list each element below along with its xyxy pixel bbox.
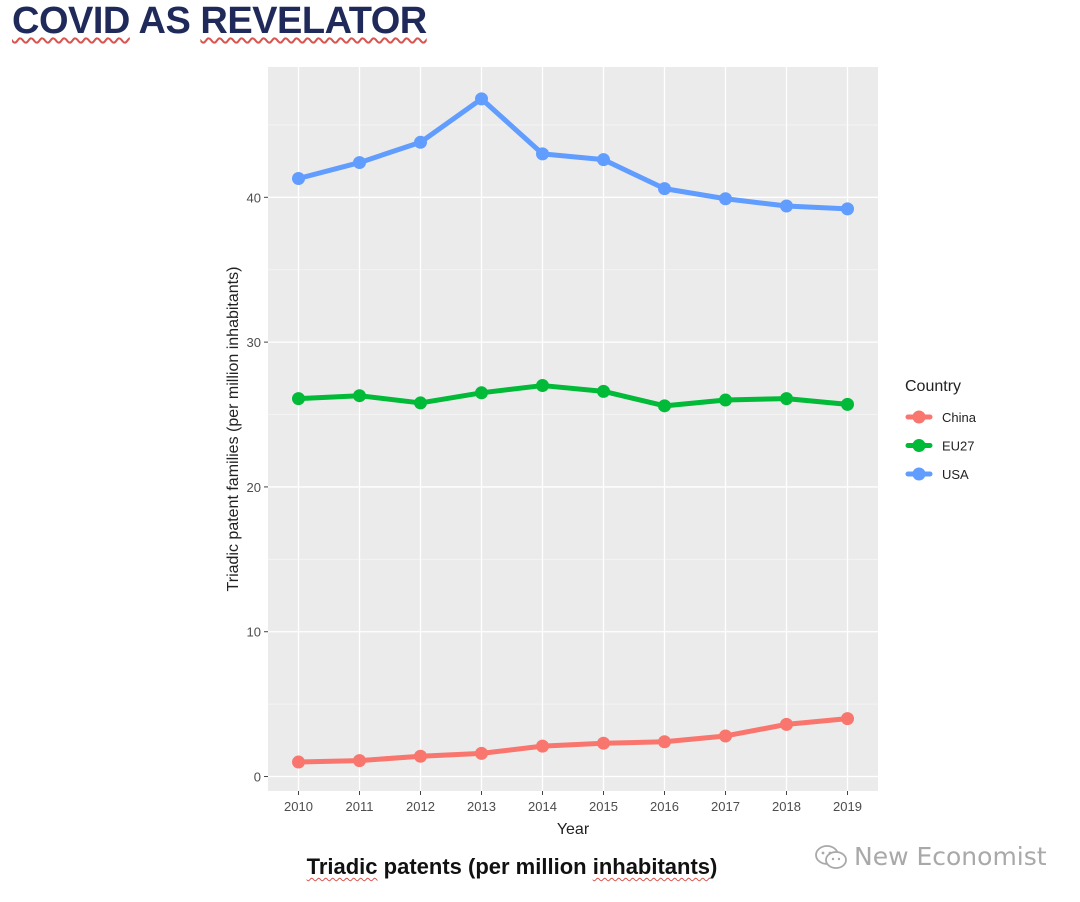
- grid-lines: [268, 67, 878, 791]
- data-point-eu27: [841, 397, 854, 411]
- data-point-china: [658, 735, 671, 749]
- data-point-usa: [841, 202, 854, 216]
- x-tick-label: 2011: [346, 799, 374, 814]
- legend: Country China EU27 USA: [905, 378, 977, 482]
- series-line-eu27: [296, 383, 850, 409]
- x-tick-label: 2010: [284, 799, 313, 814]
- data-point-china: [292, 755, 305, 769]
- data-point-eu27: [353, 389, 366, 403]
- legend-label: China: [942, 410, 977, 425]
- x-tick-label: 2018: [772, 799, 801, 814]
- figure-caption: Triadic patents (per million inhabitants…: [0, 854, 1024, 880]
- series-line-china: [296, 716, 850, 765]
- x-tick-label: 2015: [589, 799, 618, 814]
- caption-text-end: ): [710, 854, 718, 879]
- data-point-usa: [658, 182, 671, 196]
- data-point-usa: [292, 171, 305, 185]
- data-point-usa: [414, 135, 427, 149]
- legend-title: Country: [905, 378, 961, 395]
- title-word-revelator: REVELATOR: [200, 0, 427, 42]
- x-tick-label: 2013: [467, 799, 496, 814]
- data-point-china: [353, 754, 366, 768]
- y-tick-label: 40: [247, 190, 261, 205]
- x-tick-label: 2012: [406, 799, 435, 814]
- y-tick-label: 20: [247, 480, 261, 495]
- data-point-eu27: [719, 393, 732, 407]
- data-point-eu27: [475, 386, 488, 400]
- data-point-eu27: [292, 392, 305, 406]
- title-word-as: AS: [138, 0, 191, 42]
- data-point-usa: [597, 153, 610, 167]
- y-tick-label: 30: [247, 335, 261, 350]
- legend-key-point: [912, 439, 926, 452]
- caption-word-inhabitants: inhabitants: [592, 854, 711, 879]
- data-point-usa: [353, 156, 366, 170]
- data-point-china: [780, 717, 793, 731]
- data-point-usa: [475, 92, 488, 106]
- data-point-china: [719, 729, 732, 743]
- data-point-eu27: [658, 399, 671, 413]
- data-point-eu27: [597, 384, 610, 398]
- data-point-usa: [780, 199, 793, 213]
- legend-label: USA: [942, 467, 969, 482]
- x-axis-label: Year: [557, 821, 590, 838]
- data-point-china: [536, 739, 549, 753]
- data-point-china: [475, 746, 488, 760]
- data-point-eu27: [536, 379, 549, 393]
- caption-text-middle: patents (per million: [383, 854, 587, 879]
- legend-key-point: [912, 467, 926, 481]
- slide-title: COVID AS REVELATOR: [12, 0, 427, 43]
- data-point-china: [414, 749, 427, 763]
- data-point-china: [841, 712, 854, 726]
- data-point-usa: [719, 192, 732, 206]
- y-tick-label: 10: [247, 625, 261, 640]
- watermark-text: New Economist: [854, 842, 1047, 871]
- data-point-eu27: [414, 396, 427, 410]
- watermark: New Economist: [814, 842, 1047, 871]
- axes-layer: 0 10 20 30 40 2010 2011 2012 2013 2014 2015 2016 201…: [247, 190, 862, 814]
- x-tick-label: 2016: [650, 799, 679, 814]
- data-point-china: [597, 736, 610, 750]
- title-word-covid: COVID: [12, 0, 130, 42]
- legend-key-point: [912, 410, 926, 424]
- data-point-eu27: [780, 392, 793, 406]
- legend-label: EU27: [942, 439, 975, 454]
- plot-panel: [268, 67, 878, 791]
- series-layer: [292, 92, 854, 769]
- wechat-icon: [815, 844, 847, 869]
- x-tick-label: 2019: [833, 799, 862, 814]
- series-line-usa: [296, 96, 850, 212]
- x-tick-label: 2017: [711, 799, 740, 814]
- y-axis-label: Triadic patent families (per million inh…: [225, 267, 242, 592]
- y-tick-label: 0: [254, 770, 261, 785]
- x-tick-label: 2014: [528, 799, 557, 814]
- caption-word-triadic: Triadic: [306, 854, 378, 879]
- data-point-usa: [536, 147, 549, 161]
